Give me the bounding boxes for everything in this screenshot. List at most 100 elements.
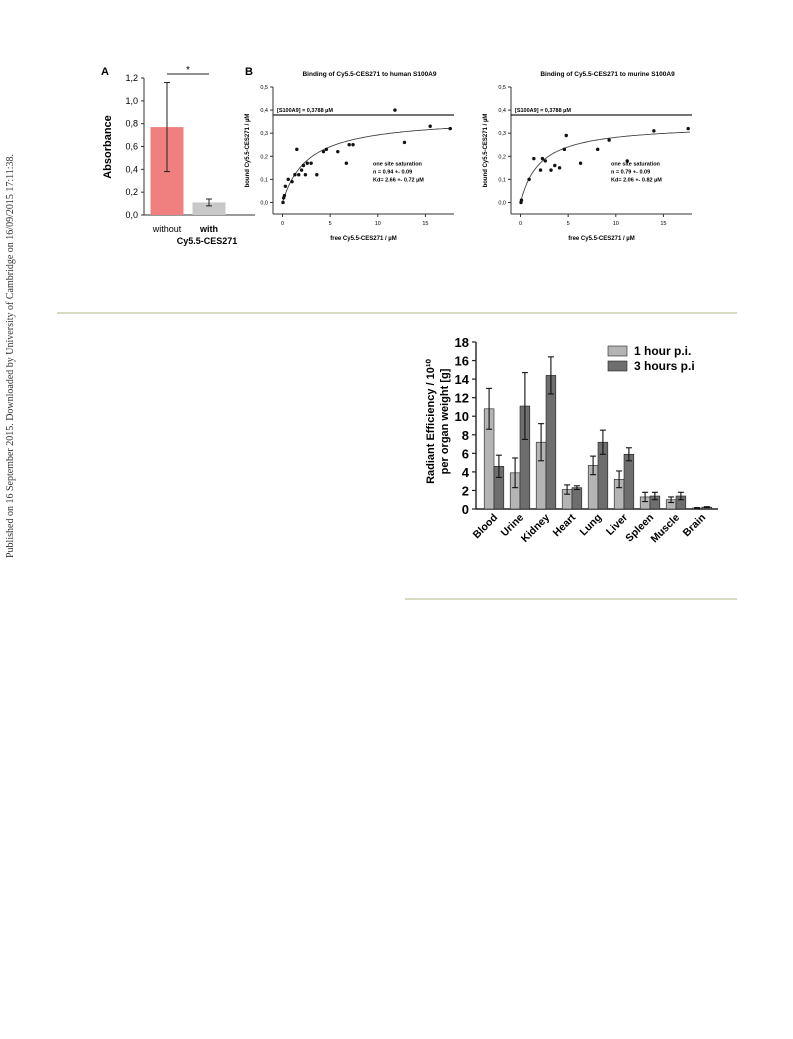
- category-label: Kidney: [519, 512, 552, 545]
- y-axis-label: Absorbance: [102, 115, 114, 179]
- y-tick-label: 0,2: [125, 187, 138, 197]
- fit-annotation: one site saturation: [373, 162, 423, 168]
- y-tick-label: 0,2: [498, 154, 506, 160]
- y-tick-label: 10: [455, 409, 469, 424]
- data-point: [351, 143, 355, 147]
- data-point: [283, 184, 288, 188]
- publication-sidebar-text: Published on 16 September 2015. Download…: [5, 153, 16, 558]
- fit-curve: [520, 131, 691, 203]
- data-point: [595, 147, 600, 152]
- y-tick-label: 0,4: [125, 164, 138, 174]
- x-tick-label: 10: [613, 221, 619, 227]
- data-point: [652, 129, 656, 133]
- data-point: [448, 126, 452, 131]
- y-axis-label: bound Cy5.5-CES271 / µM: [245, 114, 251, 188]
- significance-marker: *: [186, 65, 190, 76]
- reference-label: [S100A9] = 0,3788 µM: [515, 108, 571, 114]
- bar: [571, 487, 583, 510]
- legend-swatch: [607, 360, 628, 372]
- section-divider-bottom: [405, 598, 737, 600]
- data-point: [538, 168, 543, 172]
- y-tick-label: 0,3: [260, 131, 268, 137]
- absorbance-bar-chart: A 0,0 0,2 0,4 0,6 0,8 1,0 1,2 Absorbance without…: [101, 65, 255, 246]
- y-tick-label: 1,0: [125, 96, 138, 106]
- category-label: Lung: [577, 512, 604, 539]
- data-point: [293, 173, 297, 177]
- data-point: [286, 177, 290, 182]
- y-axis-label-line2: per organ weight [g]: [439, 368, 451, 474]
- y-tick-label: 18: [455, 335, 469, 350]
- fit-curve: [282, 127, 453, 203]
- y-tick-label: 8: [462, 428, 469, 443]
- data-point: [607, 138, 611, 142]
- chart-title: Binding of Cy5.5-CES271 to murine S100A9: [540, 71, 675, 78]
- category-label: Blood: [471, 512, 501, 542]
- legend-swatch: [607, 345, 628, 357]
- data-point: [321, 149, 326, 154]
- human-binding-scatter-chart: B Binding of Cy5.5-CES271 to human S100A…: [245, 66, 454, 242]
- y-tick-label: 0,5: [260, 85, 268, 91]
- data-point: [297, 173, 301, 177]
- data-point: [428, 124, 432, 128]
- data-point: [553, 163, 557, 168]
- data-point: [540, 156, 545, 161]
- x-tick-label: 15: [660, 221, 666, 227]
- x-axis-label: free Cy5.5-CES271 / µM: [568, 236, 635, 242]
- y-tick-label: 0,0: [260, 200, 268, 206]
- data-point: [543, 159, 547, 163]
- data-point: [532, 156, 536, 161]
- y-tick-label: 14: [455, 372, 470, 387]
- y-tick-label: 16: [455, 354, 469, 369]
- y-tick-label: 0,8: [125, 119, 138, 129]
- x-tick-label: 5: [329, 221, 332, 227]
- x-axis-label: free Cy5.5-CES271 / µM: [330, 236, 397, 242]
- data-point: [564, 133, 568, 138]
- data-point: [347, 143, 351, 147]
- data-point: [305, 161, 309, 165]
- data-point: [344, 161, 349, 165]
- panel-b-label: B: [245, 66, 253, 78]
- y-tick-label: 0,0: [498, 200, 506, 206]
- data-point: [290, 179, 294, 184]
- data-point: [295, 147, 299, 152]
- category-label: Brain: [681, 512, 708, 539]
- x-tick-label: 5: [567, 221, 570, 227]
- data-point: [282, 193, 287, 198]
- data-point: [562, 147, 567, 152]
- x-tick-label: 15: [422, 221, 428, 227]
- fit-annotation: Kd= 2.06 +- 0.82 µM: [611, 178, 662, 184]
- y-tick-label: 0,1: [260, 177, 268, 183]
- data-point: [309, 161, 313, 165]
- legend-label: 1 hour p.i.: [634, 344, 691, 358]
- organ-distribution-bar-chart: 0 2 4 6 8 10 12 14 16 18 Radiant Efficiency / 10¹⁰…: [425, 335, 718, 546]
- x-tick-label: 0: [519, 221, 522, 227]
- y-tick-label: 0,0: [125, 210, 138, 220]
- y-tick-label: 0,5: [498, 85, 506, 91]
- category-label: Muscle: [648, 512, 682, 546]
- data-point: [393, 108, 397, 112]
- fit-annotation: n = 0.94 +- 0.09: [373, 170, 412, 176]
- y-tick-label: 0,4: [260, 108, 268, 114]
- data-point: [315, 173, 319, 177]
- category-label: with: [199, 224, 218, 234]
- y-tick-label: 0,2: [260, 154, 268, 160]
- chart-title: Binding of Cy5.5-CES271 to human S100A9: [302, 71, 436, 78]
- x-tick-label: 10: [375, 221, 381, 227]
- fit-annotation: n = 0.79 +- 0.09: [611, 170, 650, 176]
- bar: [623, 453, 635, 510]
- category-label: Heart: [551, 511, 579, 539]
- murine-binding-scatter-chart: Binding of Cy5.5-CES271 to murine S100A9…: [483, 71, 692, 242]
- y-axis-label-line1: Radiant Efficiency / 10¹⁰: [425, 358, 437, 483]
- y-tick-label: 1,2: [125, 73, 138, 83]
- y-tick-label: 0,4: [498, 108, 506, 114]
- section-divider-top: [57, 312, 737, 314]
- y-axis-label: bound Cy5.5-CES271 / µM: [483, 114, 489, 188]
- y-tick-label: 0,6: [125, 142, 138, 152]
- x-tick-label: 0: [281, 221, 284, 227]
- y-tick-label: 4: [462, 465, 470, 480]
- data-point: [686, 126, 690, 131]
- data-point: [549, 168, 553, 172]
- reference-label: [S100A9] = 0,3788 µM: [277, 108, 333, 114]
- data-point: [578, 161, 583, 165]
- y-tick-label: 0,1: [498, 177, 506, 183]
